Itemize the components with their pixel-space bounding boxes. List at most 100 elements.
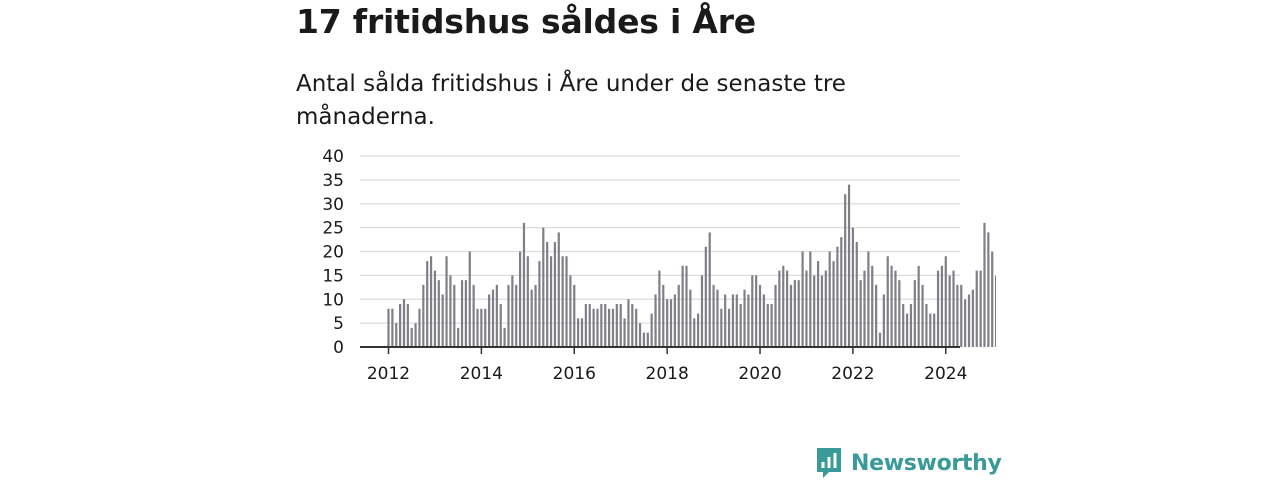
bar bbox=[669, 299, 673, 347]
bar bbox=[522, 222, 526, 347]
bar bbox=[933, 313, 936, 347]
bar bbox=[994, 275, 996, 347]
bar bbox=[503, 327, 506, 347]
bar bbox=[681, 265, 684, 347]
bar bbox=[886, 256, 889, 347]
bar-chart-speech-bubble-icon bbox=[817, 448, 841, 478]
bar bbox=[526, 256, 529, 347]
bar bbox=[832, 261, 835, 347]
bar bbox=[735, 294, 738, 347]
bar bbox=[441, 294, 444, 347]
bar bbox=[387, 308, 390, 347]
bar bbox=[952, 270, 955, 347]
bar bbox=[766, 304, 769, 347]
bar bbox=[518, 251, 522, 347]
bar bbox=[851, 227, 854, 347]
bar bbox=[960, 284, 963, 347]
bar bbox=[399, 304, 402, 347]
bar bbox=[464, 280, 467, 347]
x-tick-label: 2012 bbox=[367, 364, 410, 384]
y-tick-label: 25 bbox=[322, 219, 344, 239]
bar bbox=[890, 265, 893, 347]
bar bbox=[782, 265, 785, 347]
bar bbox=[871, 265, 874, 347]
bar bbox=[488, 294, 491, 347]
bar bbox=[940, 265, 944, 347]
bar bbox=[650, 313, 653, 347]
bar bbox=[429, 256, 433, 347]
bar bbox=[983, 222, 986, 347]
bar bbox=[758, 284, 762, 347]
bar bbox=[689, 289, 692, 347]
bar bbox=[437, 280, 440, 347]
bar bbox=[913, 280, 916, 347]
bar bbox=[708, 232, 711, 347]
bar bbox=[538, 261, 541, 347]
bar bbox=[824, 270, 827, 347]
bar bbox=[499, 304, 502, 347]
bar bbox=[805, 270, 808, 347]
bar bbox=[584, 304, 587, 347]
bar bbox=[426, 261, 429, 347]
bar bbox=[727, 308, 731, 347]
bar bbox=[457, 327, 460, 347]
x-tick-label: 2016 bbox=[553, 364, 596, 384]
bar bbox=[809, 251, 812, 347]
bar bbox=[971, 289, 974, 347]
bar bbox=[410, 327, 413, 347]
bar bbox=[855, 241, 858, 347]
bar bbox=[991, 251, 994, 347]
bar bbox=[847, 184, 851, 347]
bar bbox=[580, 318, 584, 347]
bar bbox=[402, 299, 406, 347]
bar bbox=[820, 275, 824, 347]
bar bbox=[724, 294, 727, 347]
y-tick-label: 35 bbox=[322, 171, 344, 191]
bar bbox=[553, 241, 557, 347]
bar bbox=[789, 284, 793, 347]
y-tick-label: 5 bbox=[333, 314, 344, 334]
bar bbox=[604, 304, 607, 347]
y-tick-label: 20 bbox=[322, 243, 344, 263]
x-tick-label: 2020 bbox=[738, 364, 781, 384]
y-tick-label: 15 bbox=[322, 266, 344, 286]
bar bbox=[786, 270, 789, 347]
bar bbox=[565, 256, 568, 347]
bar bbox=[859, 280, 862, 347]
bar bbox=[909, 304, 913, 347]
bar bbox=[414, 323, 417, 347]
bar bbox=[797, 280, 800, 347]
bar bbox=[956, 284, 959, 347]
bar bbox=[453, 284, 456, 347]
bar bbox=[987, 232, 990, 347]
bar bbox=[948, 275, 951, 347]
bar bbox=[697, 313, 700, 347]
bar bbox=[654, 294, 657, 347]
bar bbox=[588, 304, 591, 347]
bar bbox=[975, 270, 978, 347]
bar bbox=[631, 304, 634, 347]
bar bbox=[720, 308, 723, 347]
y-tick-label: 40 bbox=[322, 147, 344, 167]
bar bbox=[592, 308, 595, 347]
bar bbox=[642, 332, 646, 347]
bar bbox=[484, 308, 487, 347]
bar bbox=[863, 270, 866, 347]
bar bbox=[530, 289, 533, 347]
bar bbox=[491, 289, 495, 347]
bar bbox=[573, 284, 576, 347]
bar bbox=[828, 251, 831, 347]
bar bbox=[778, 270, 781, 347]
y-tick-label: 30 bbox=[322, 195, 344, 215]
bar bbox=[731, 294, 735, 347]
bar bbox=[840, 237, 843, 347]
bar bbox=[770, 304, 773, 347]
bar bbox=[700, 275, 704, 347]
bar bbox=[685, 265, 688, 347]
bar bbox=[677, 284, 680, 347]
bar bbox=[472, 284, 475, 347]
bar bbox=[875, 284, 878, 347]
bar bbox=[569, 275, 572, 347]
bar bbox=[836, 246, 839, 347]
bar bbox=[925, 304, 928, 347]
